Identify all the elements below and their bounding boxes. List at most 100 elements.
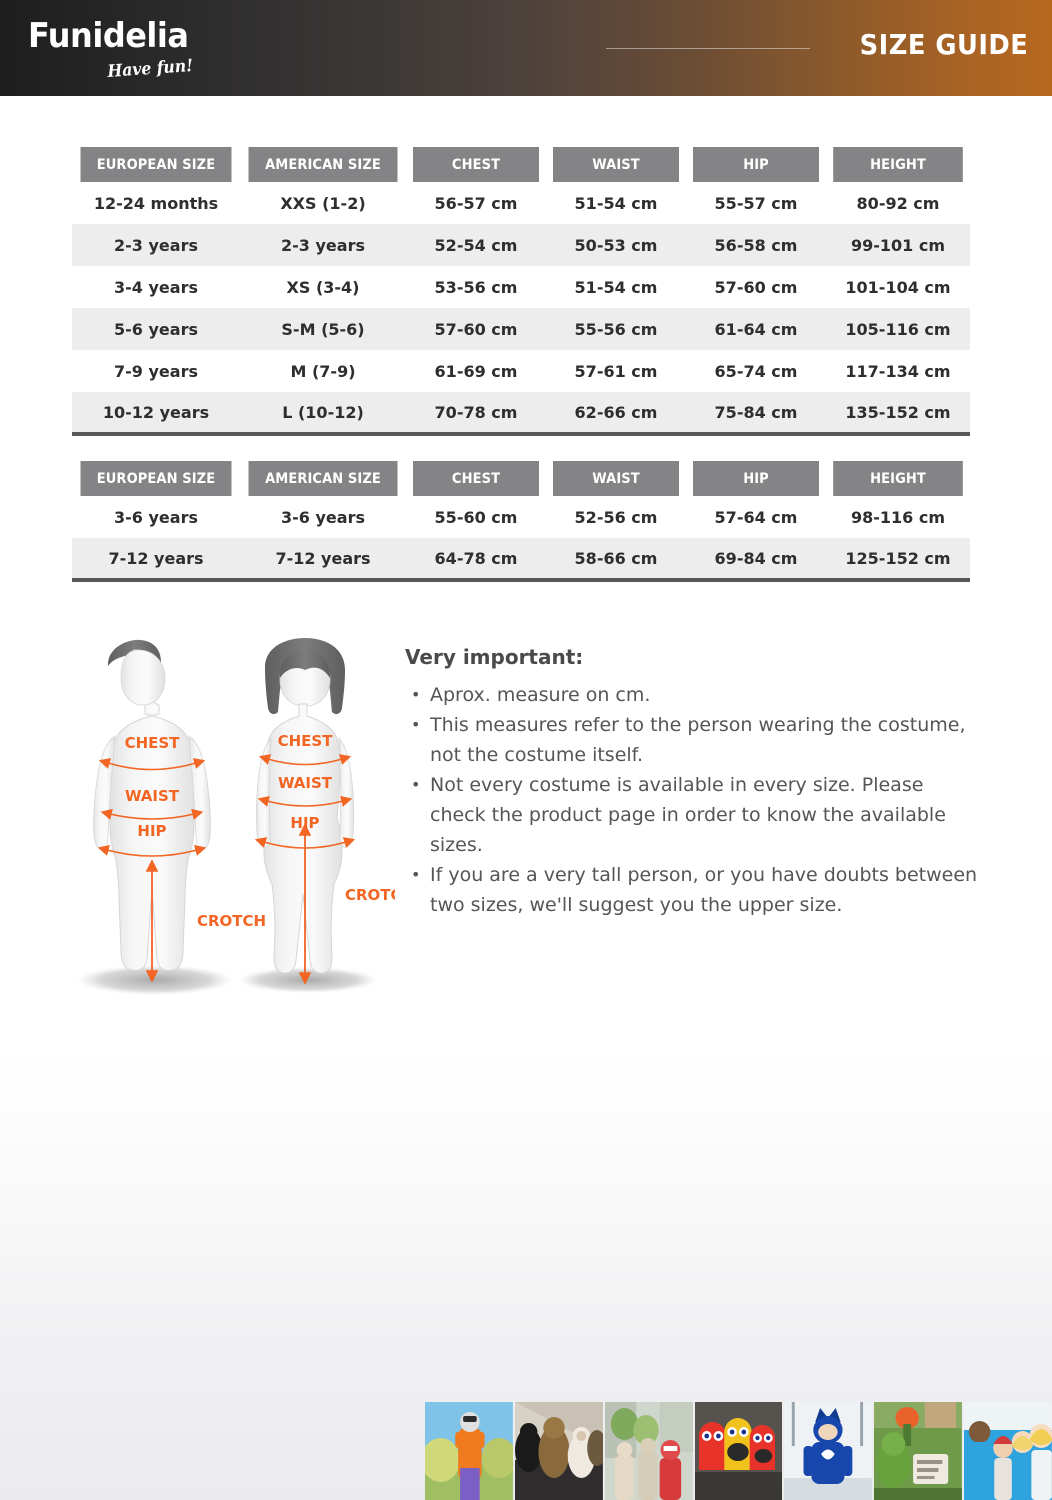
- table-row: 7-9 years M (7-9) 61-69 cm 57-61 cm 65-7…: [72, 350, 970, 392]
- header-divider-rule: [606, 48, 810, 49]
- costume-photo-chewbacca-group: [514, 1402, 603, 1500]
- cell-waist: 58-66 cm: [546, 538, 686, 580]
- page-title: SIZE GUIDE: [859, 28, 1028, 61]
- list-item: Not every costume is available in every …: [405, 770, 985, 860]
- female-waist-line: [257, 795, 353, 807]
- column-header-american-size: AMERICAN SIZE: [248, 147, 398, 182]
- cell-waist: 51-54 cm: [546, 182, 686, 224]
- brand-logo[interactable]: Funidelia Have fun!: [28, 18, 258, 86]
- column-header-american-size: AMERICAN SIZE: [248, 461, 398, 496]
- cell-waist: 50-53 cm: [546, 224, 686, 266]
- cell-hip: 69-84 cm: [686, 538, 826, 580]
- cell-european-size: 2-3 years: [72, 224, 240, 266]
- cell-height: 105-116 cm: [826, 308, 970, 350]
- cell-hip: 75-84 cm: [686, 392, 826, 434]
- cell-chest: 56-57 cm: [406, 182, 546, 224]
- cell-american-size: XXS (1-2): [240, 182, 406, 224]
- cell-american-size: 2-3 years: [240, 224, 406, 266]
- footer-photo-strip: [425, 1402, 1052, 1500]
- cell-chest: 64-78 cm: [406, 538, 546, 580]
- male-ground-shadow: [77, 965, 233, 995]
- cell-height: 99-101 cm: [826, 224, 970, 266]
- cell-american-size: 3-6 years: [240, 496, 406, 538]
- cell-waist: 57-61 cm: [546, 350, 686, 392]
- column-header-waist: WAIST: [553, 461, 679, 496]
- male-chest-label: CHEST: [125, 734, 181, 752]
- cell-chest: 70-78 cm: [406, 392, 546, 434]
- list-item: Aprox. measure on cm.: [405, 680, 985, 710]
- cell-european-size: 3-4 years: [72, 266, 240, 308]
- cell-chest: 53-56 cm: [406, 266, 546, 308]
- female-chest-line: [258, 754, 352, 766]
- female-hip-label: HIP: [290, 814, 319, 832]
- male-waist-label: WAIST: [125, 787, 180, 805]
- cell-hip: 65-74 cm: [686, 350, 826, 392]
- cell-american-size: L (10-12): [240, 392, 406, 434]
- cell-european-size: 12-24 months: [72, 182, 240, 224]
- male-hip-line: [97, 845, 207, 857]
- size-table-primary: EUROPEAN SIZE AMERICAN SIZE CHEST WAIST …: [72, 147, 970, 436]
- female-waist-label: WAIST: [278, 774, 333, 792]
- cell-european-size: 7-9 years: [72, 350, 240, 392]
- brand-logo-tagline: Have fun!: [106, 56, 194, 82]
- cell-chest: 52-54 cm: [406, 224, 546, 266]
- column-header-height: HEIGHT: [833, 461, 963, 496]
- table-header-row: EUROPEAN SIZE AMERICAN SIZE CHEST WAIST …: [72, 147, 970, 182]
- cell-height: 101-104 cm: [826, 266, 970, 308]
- cell-waist: 51-54 cm: [546, 266, 686, 308]
- list-item: If you are a very tall person, or you ha…: [405, 860, 985, 920]
- cell-hip: 57-60 cm: [686, 266, 826, 308]
- female-crotch-label: CROTCH: [345, 886, 395, 904]
- column-header-hip: HIP: [693, 461, 819, 496]
- table-row: 2-3 years 2-3 years 52-54 cm 50-53 cm 56…: [72, 224, 970, 266]
- column-header-waist: WAIST: [553, 147, 679, 182]
- costume-photo-green-ogre: [874, 1402, 963, 1500]
- column-header-hip: HIP: [693, 147, 819, 182]
- important-notes-block: Very important: Aprox. measure on cm. Th…: [405, 645, 985, 920]
- cell-hip: 55-57 cm: [686, 182, 826, 224]
- cell-hip: 56-58 cm: [686, 224, 826, 266]
- cell-american-size: S-M (5-6): [240, 308, 406, 350]
- costume-photo-smurfs-group: [964, 1402, 1052, 1500]
- size-table-secondary: EUROPEAN SIZE AMERICAN SIZE CHEST WAIST …: [72, 461, 970, 582]
- male-chest-line: [98, 758, 206, 771]
- costume-photo-pacman-ghosts: [694, 1402, 783, 1500]
- female-body-figure: [255, 638, 355, 974]
- cell-hip: 61-64 cm: [686, 308, 826, 350]
- notes-title: Very important:: [405, 645, 584, 669]
- measurement-diagram-svg: CHEST WAIST HIP CROTCH: [77, 638, 414, 995]
- costume-photo-blue-catboy: [784, 1402, 873, 1500]
- female-ground-shadow: [238, 967, 378, 993]
- cell-chest: 61-69 cm: [406, 350, 546, 392]
- column-header-european-size: EUROPEAN SIZE: [80, 461, 232, 496]
- body-measurement-figures: CHEST WAIST HIP CROTCH: [55, 638, 414, 1016]
- table-row: 10-12 years L (10-12) 70-78 cm 62-66 cm …: [72, 392, 970, 434]
- cell-chest: 57-60 cm: [406, 308, 546, 350]
- table-row: 7-12 years 7-12 years 64-78 cm 58-66 cm …: [72, 538, 970, 580]
- table-row: 3-6 years 3-6 years 55-60 cm 52-56 cm 57…: [72, 496, 970, 538]
- page-header: Funidelia Have fun! SIZE GUIDE: [0, 0, 1052, 96]
- cell-hip: 57-64 cm: [686, 496, 826, 538]
- costume-photo-orange-jumpsuit: [425, 1402, 513, 1500]
- male-measurement-overlay: CHEST WAIST HIP CROTCH: [97, 734, 266, 983]
- table-row: 3-4 years XS (3-4) 53-56 cm 51-54 cm 57-…: [72, 266, 970, 308]
- column-header-chest: CHEST: [413, 461, 539, 496]
- brand-logo-wordmark: Funidelia: [28, 16, 189, 56]
- table-header-row: EUROPEAN SIZE AMERICAN SIZE CHEST WAIST …: [72, 461, 970, 496]
- cell-waist: 62-66 cm: [546, 392, 686, 434]
- costume-photo-street-parade: [604, 1402, 693, 1500]
- cell-waist: 52-56 cm: [546, 496, 686, 538]
- cell-height: 80-92 cm: [826, 182, 970, 224]
- cell-height: 98-116 cm: [826, 496, 970, 538]
- cell-european-size: 5-6 years: [72, 308, 240, 350]
- female-chest-label: CHEST: [278, 732, 334, 750]
- male-waist-line: [100, 808, 204, 820]
- cell-height: 135-152 cm: [826, 392, 970, 434]
- table-row: 12-24 months XXS (1-2) 56-57 cm 51-54 cm…: [72, 182, 970, 224]
- cell-chest: 55-60 cm: [406, 496, 546, 538]
- column-header-european-size: EUROPEAN SIZE: [80, 147, 232, 182]
- notes-list: Aprox. measure on cm. This measures refe…: [405, 680, 985, 920]
- cell-american-size: XS (3-4): [240, 266, 406, 308]
- cell-height: 117-134 cm: [826, 350, 970, 392]
